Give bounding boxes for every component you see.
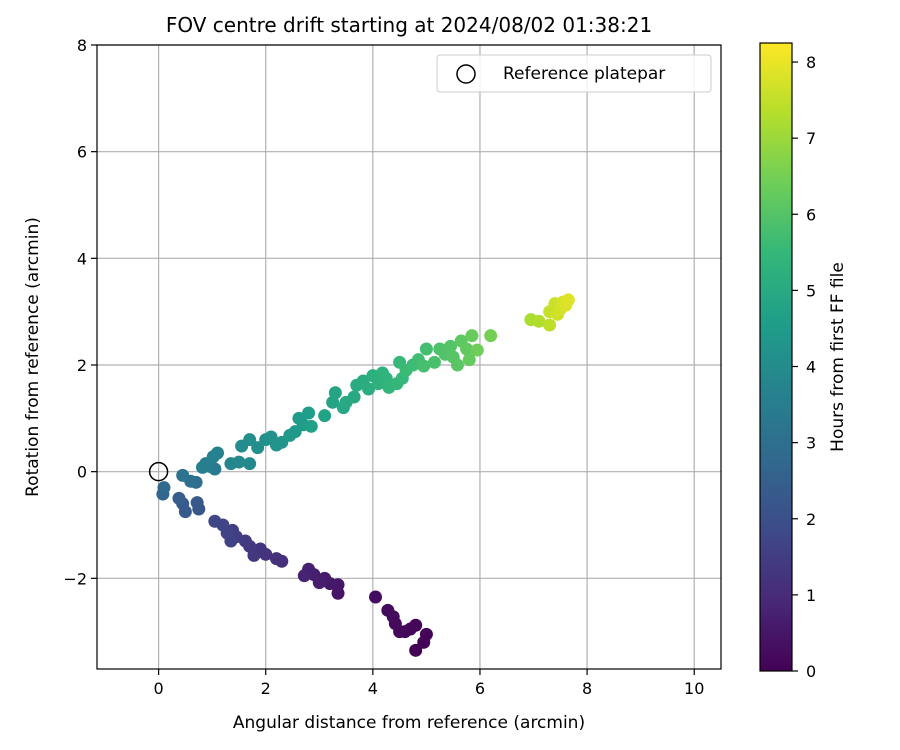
colorbar-gradient	[760, 43, 792, 671]
data-point	[304, 419, 318, 433]
data-point	[417, 359, 431, 373]
data-point	[211, 446, 225, 460]
y-tick-label: 6	[77, 143, 87, 162]
data-point	[196, 460, 210, 474]
data-point	[190, 496, 204, 510]
data-point	[561, 293, 575, 307]
colorbar-label: Hours from first FF file	[828, 262, 848, 452]
x-tick-label: 6	[475, 679, 485, 698]
colorbar-tick-label: 2	[806, 510, 816, 529]
data-point	[269, 552, 283, 566]
colorbar-frame	[759, 42, 793, 672]
data-points	[156, 293, 575, 657]
data-point	[532, 314, 546, 328]
colorbar-tick-label: 8	[806, 53, 816, 72]
y-tick-label: 4	[77, 249, 87, 268]
data-point	[484, 329, 498, 343]
data-point	[409, 643, 423, 657]
data-point	[208, 514, 222, 528]
grid-lines	[97, 44, 721, 669]
data-point	[176, 468, 190, 482]
colorbar-tick-label: 6	[806, 205, 816, 224]
data-point	[543, 318, 557, 332]
colorbar-tick-label: 5	[806, 281, 816, 300]
data-point	[243, 433, 257, 447]
x-tick-label: 8	[582, 679, 592, 698]
colorbar-tick-label: 1	[806, 586, 816, 605]
data-point	[419, 342, 433, 356]
x-axis: 0 2 4 6 8 10	[154, 669, 704, 698]
x-tick-label: 0	[154, 679, 164, 698]
x-axis-label: Angular distance from reference (arcmin)	[233, 713, 585, 733]
plot-frame	[96, 44, 722, 670]
data-point	[462, 353, 476, 367]
colorbar-tick-label: 3	[806, 434, 816, 453]
data-point	[251, 441, 265, 455]
data-point	[297, 569, 311, 583]
y-axis-label: Rotation from reference (arcmin)	[23, 217, 43, 497]
colorbar-tick-label: 4	[806, 358, 816, 377]
chart-title: FOV centre drift starting at 2024/08/02 …	[166, 13, 652, 37]
data-point	[232, 455, 246, 469]
data-point	[419, 627, 433, 641]
data-point	[362, 382, 376, 396]
colorbar: 0 1 2 3 4 5 6 7 8 Hours from first FF file	[759, 42, 848, 681]
x-tick-label: 10	[684, 679, 704, 698]
y-axis: −2 0 2 4 6 8	[63, 36, 97, 588]
x-tick-label: 2	[261, 679, 271, 698]
y-tick-label: −2	[63, 569, 87, 588]
data-point	[318, 409, 332, 423]
data-point	[347, 390, 361, 404]
data-point	[157, 481, 171, 495]
reference-marker	[148, 461, 169, 482]
data-point	[444, 339, 458, 353]
legend-box	[436, 54, 712, 93]
legend-entry: Reference platepar	[503, 64, 665, 84]
colorbar-tick-label: 0	[806, 662, 816, 681]
data-point	[172, 491, 186, 505]
colorbar-ticks: 0 1 2 3 4 5 6 7 8	[792, 53, 816, 681]
legend: Reference platepar	[436, 54, 712, 93]
data-point	[381, 603, 395, 617]
data-point	[460, 342, 474, 356]
data-point	[450, 358, 464, 372]
y-tick-label: 2	[77, 356, 87, 375]
colorbar-tick-label: 7	[806, 129, 816, 148]
data-point	[243, 457, 257, 471]
data-point	[470, 343, 484, 357]
data-point	[302, 406, 316, 420]
legend-marker	[456, 64, 476, 84]
data-point	[465, 329, 479, 343]
data-point	[427, 355, 441, 369]
data-point	[369, 590, 383, 604]
x-tick-label: 4	[368, 679, 378, 698]
data-point	[328, 386, 342, 400]
y-tick-label: 0	[77, 463, 87, 482]
y-tick-label: 8	[77, 36, 87, 55]
